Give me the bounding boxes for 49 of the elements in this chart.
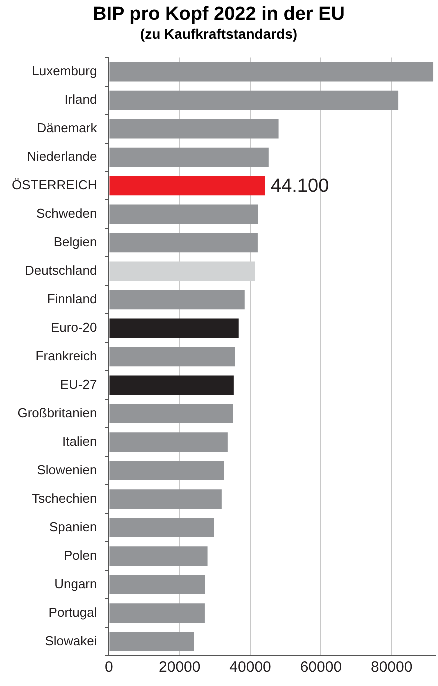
bar [110, 233, 258, 253]
bar [110, 632, 194, 652]
chart-title: BIP pro Kopf 2022 in der EU [92, 4, 346, 26]
bar [110, 604, 205, 623]
y-tick-label: Schweden [36, 206, 98, 222]
y-tick-label: Irland [64, 92, 98, 108]
y-tick-label: Deutschland [24, 263, 98, 278]
y-tick-label: Dänemark [37, 120, 98, 136]
bar [110, 204, 258, 224]
y-tick-label: Großbritanien [18, 405, 98, 420]
x-tick-label: 60000 [300, 659, 342, 676]
bar [110, 62, 434, 82]
bar [110, 347, 236, 367]
chart-subtitle: (zu Kaufkraftstandards) [139, 26, 299, 42]
bar [110, 575, 206, 594]
y-tick-label: Ungarn [54, 576, 98, 592]
bar [110, 318, 239, 338]
x-tick-label: 80000 [370, 659, 413, 676]
bar [110, 432, 228, 452]
y-tick-label: Euro-20 [50, 320, 98, 335]
bar [110, 148, 269, 168]
y-tick-label: Slowakei [45, 633, 98, 648]
bar [110, 376, 234, 396]
y-tick-label: Slowenien [37, 462, 98, 478]
y-tick-label: ÖSTERREICH [12, 178, 98, 193]
bar [110, 546, 208, 566]
y-tick-label: Frankreich [36, 348, 98, 364]
data-label: 44.100 [271, 176, 330, 198]
y-tick-label: Polen [64, 548, 98, 563]
bar [110, 290, 245, 310]
x-tick-label: 40000 [230, 659, 272, 676]
y-tick-label: Spanien [50, 519, 98, 534]
y-tick-label: EU-27 [60, 376, 98, 392]
bar [110, 176, 266, 196]
bar [110, 119, 279, 139]
y-tick-label: Belgien [54, 234, 98, 250]
y-tick-label: Tschechien [32, 490, 98, 506]
y-tick-label: Niederlande [27, 149, 98, 164]
bar [110, 518, 215, 538]
bar [110, 490, 222, 510]
bar [110, 404, 234, 424]
y-tick-label: Luxemburg [32, 64, 98, 79]
x-tick-label: 0 [105, 659, 114, 676]
bar [110, 461, 224, 481]
y-tick-label: Finnland [47, 292, 98, 307]
x-tick-label: 20000 [159, 659, 201, 676]
y-tick-label: Portugal [48, 604, 98, 620]
bar [110, 90, 399, 110]
y-tick-label: Italien [62, 434, 98, 449]
